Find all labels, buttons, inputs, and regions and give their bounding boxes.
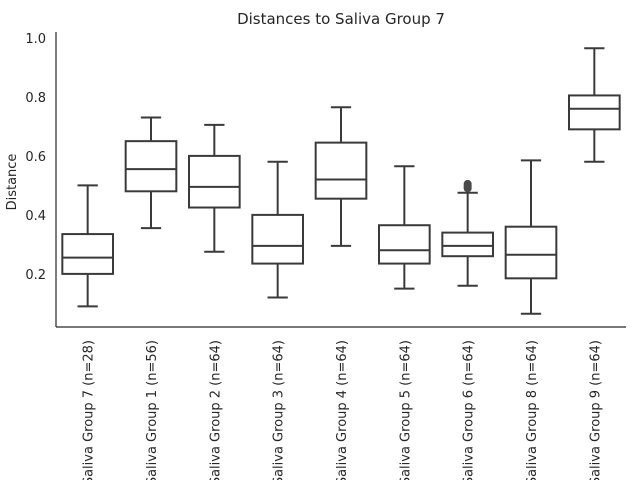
- y-tick-label: 0.4: [25, 209, 46, 224]
- box-group: [124, 116, 178, 230]
- x-tick-label: Saliva Group 6 (n=64): [462, 340, 477, 480]
- box-group: [314, 106, 368, 247]
- chart-title: Distances to Saliva Group 7: [237, 10, 445, 28]
- y-tick-label: 0.6: [25, 150, 46, 165]
- box-iqr: [378, 224, 431, 265]
- x-tick-label: Saliva Group 4 (n=64): [335, 340, 350, 480]
- box-group: [441, 179, 495, 287]
- box-iqr: [568, 94, 621, 131]
- box-series: [61, 47, 621, 315]
- x-tick-label: Saliva Group 8 (n=64): [525, 340, 540, 480]
- y-axis-label: Distance: [5, 154, 20, 211]
- box-iqr: [504, 225, 558, 280]
- x-tick-label: Saliva Group 3 (n=64): [272, 340, 287, 480]
- x-tick-label: Saliva Group 7 (n=28): [82, 340, 97, 480]
- box-iqr: [61, 233, 114, 275]
- x-tick-label: Saliva Group 9 (n=64): [588, 340, 603, 480]
- box-group: [378, 165, 431, 290]
- box-iqr: [314, 141, 368, 200]
- y-tick-label: 0.8: [25, 91, 46, 106]
- box-iqr: [188, 154, 241, 209]
- box-group: [568, 47, 621, 163]
- box-group: [251, 160, 304, 299]
- outlier-point: [463, 179, 472, 188]
- x-tick-label: Saliva Group 2 (n=64): [208, 340, 223, 480]
- y-tick-label: 0.2: [25, 268, 46, 283]
- box-group: [504, 159, 558, 315]
- box-iqr: [251, 213, 304, 265]
- y-tick-labels: 0.2 0.4 0.6 0.8 1.0: [25, 32, 46, 283]
- box-group: [188, 123, 241, 253]
- x-tick-label: Saliva Group 1 (n=56): [145, 340, 160, 480]
- x-tick-label: Saliva Group 5 (n=64): [398, 340, 413, 480]
- box-group: [61, 184, 114, 308]
- box-iqr: [124, 140, 178, 193]
- x-tick-labels: Saliva Group 7 (n=28) Saliva Group 1 (n=5…: [82, 340, 604, 480]
- y-tick-label: 1.0: [25, 32, 46, 47]
- box-iqr: [441, 231, 495, 258]
